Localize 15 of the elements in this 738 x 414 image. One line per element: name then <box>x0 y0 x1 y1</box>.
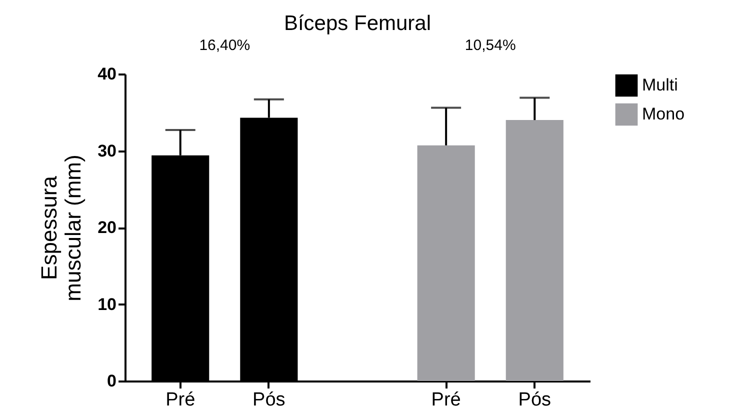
y-tick-label: 10 <box>98 294 116 314</box>
legend-label: Mono <box>642 104 685 124</box>
x-tick-label: Pós <box>518 390 552 410</box>
y-tick-label: 30 <box>98 141 116 160</box>
chart-title: Bíceps Femural <box>284 12 432 35</box>
y-axis-title: Espessura muscular (mm) <box>36 154 86 302</box>
text: 10,54% <box>464 37 516 54</box>
legend-label: Multi <box>642 76 678 94</box>
y-tick-label: 0 <box>107 372 116 390</box>
y-tick-label: 40 <box>98 64 116 84</box>
text: 16,40% <box>199 37 250 54</box>
x-tick-label: Pré <box>166 390 196 410</box>
x-tick-label: Pós <box>252 390 286 410</box>
x-tick-label: Pré <box>431 390 461 410</box>
y-tick-label: 20 <box>98 218 116 237</box>
